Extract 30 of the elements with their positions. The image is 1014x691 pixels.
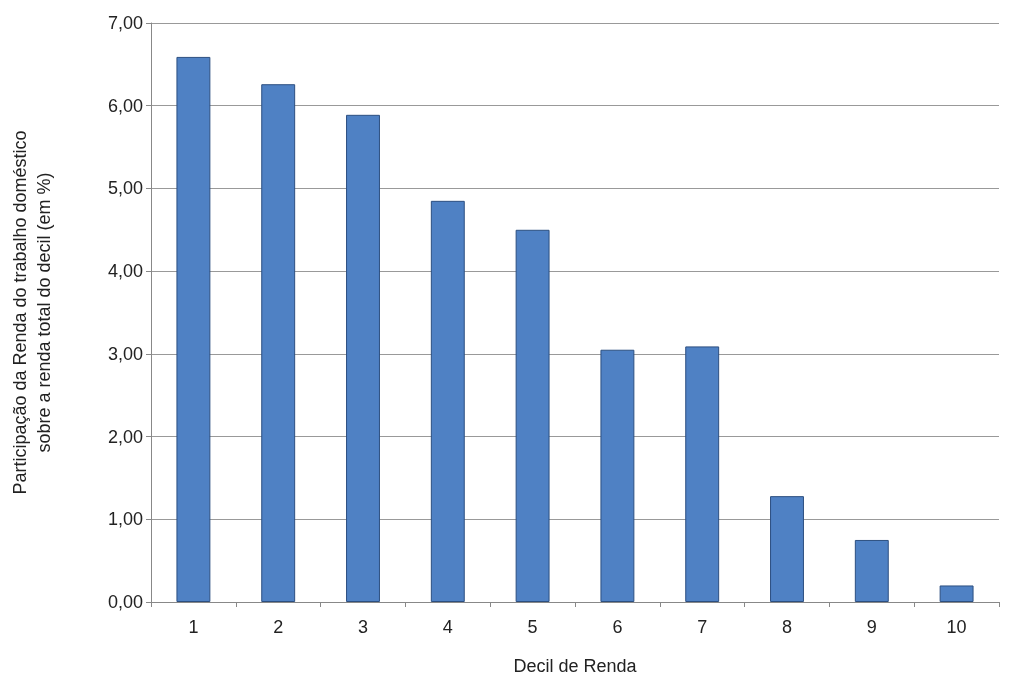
y-tick-label: 7,00 [107,13,143,33]
x-tick-label: 2 [273,617,284,637]
x-tick-label: 9 [866,617,877,637]
y-tick-label: 3,00 [107,343,143,364]
bar [346,114,380,602]
y-tick-label: 5,00 [107,178,143,199]
bar [854,539,889,602]
x-axis-title: Decil de Renda [513,656,638,676]
x-tick-label: 8 [781,617,793,637]
x-tick-label: 6 [612,617,623,637]
x-tick-label: 3 [357,617,369,637]
y-tick-label: 0,00 [107,592,143,612]
y-tick-label: 4,00 [107,261,143,282]
bar [176,56,211,602]
bar [770,496,804,602]
bar [261,84,296,602]
x-tick-label: 7 [697,617,708,637]
bar [430,200,465,602]
y-tick-label: 6,00 [107,95,143,116]
x-tick-label: 1 [188,617,199,637]
x-tick-label: 4 [442,617,453,637]
bar [515,229,550,602]
y-axis-title: Participação da Renda do trabalho doméstico sobre a renda total do decil (em %) [10,130,54,495]
bar [939,585,974,602]
y-tick-label: 2,00 [107,426,143,447]
x-tick-label: 5 [527,617,538,637]
y-tick-label: 1,00 [107,509,143,530]
bar [600,349,635,602]
bar [685,346,720,602]
x-tick-label: 10 [946,617,967,637]
